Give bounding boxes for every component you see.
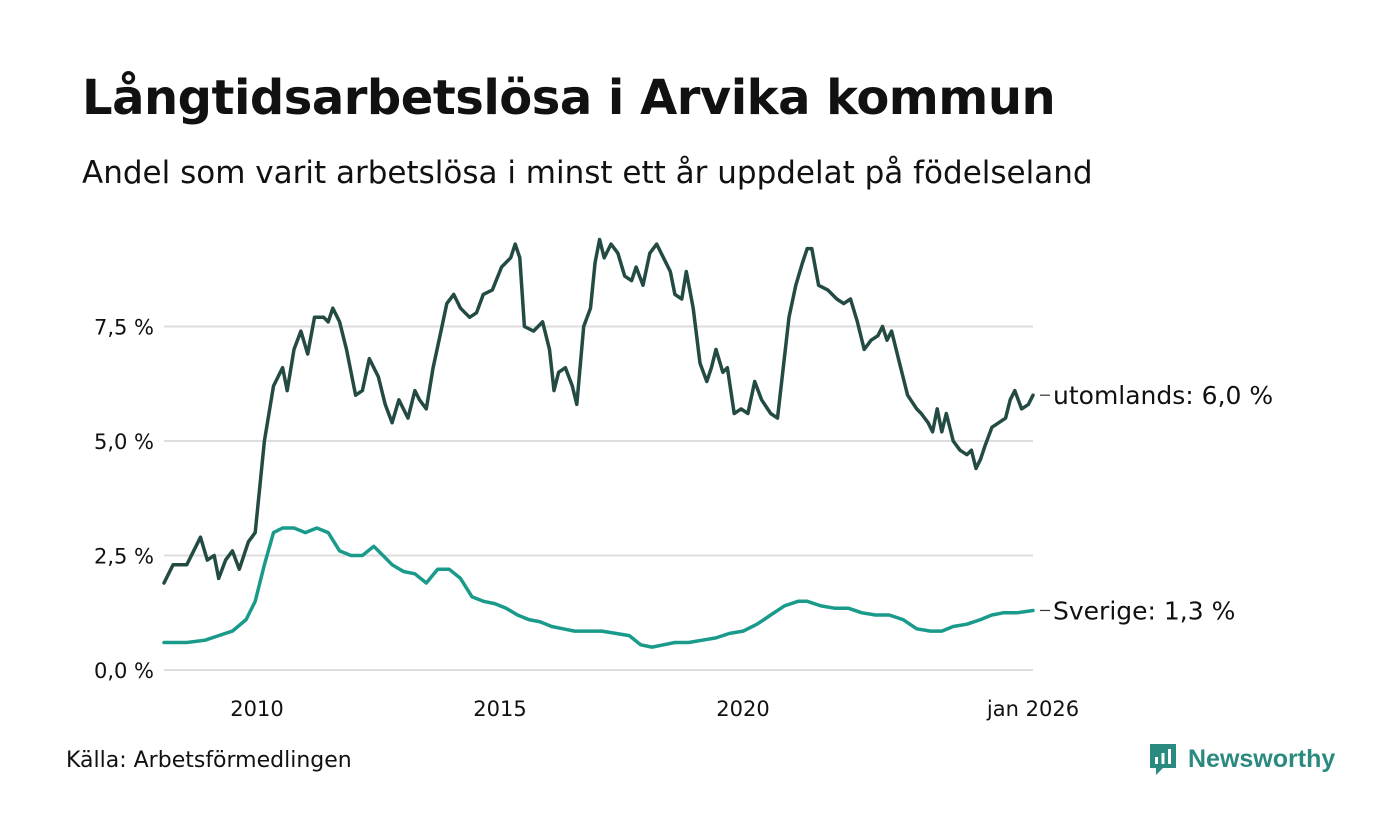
y-tick-label: 0,0 % xyxy=(94,659,154,683)
y-tick-label: 2,5 % xyxy=(94,545,154,569)
brand-name: Newsworthy xyxy=(1188,744,1336,773)
source-note: Källa: Arbetsförmedlingen xyxy=(66,748,352,773)
end-label-utomlands: utomlands: 6,0 % xyxy=(1053,381,1273,410)
chart-subtitle: Andel som varit arbetslösa i minst ett å… xyxy=(82,155,1093,191)
x-tick-label: jan 2026 xyxy=(986,697,1079,721)
series-lines xyxy=(162,237,1035,649)
y-axis-tick-labels: 0,0 % 2,5 % 5,0 % 7,5 % xyxy=(94,316,154,684)
series-line-utomlands xyxy=(162,237,1035,585)
x-tick-label: 2015 xyxy=(473,697,526,721)
x-axis-tick-labels: 2010 2015 2020 jan 2026 xyxy=(230,697,1079,721)
x-tick-label: 2020 xyxy=(716,697,769,721)
series-line-sverige xyxy=(162,526,1035,649)
x-tick-label: 2010 xyxy=(230,697,283,721)
chart-title: Långtidsarbetslösa i Arvika kommun xyxy=(82,70,1056,126)
y-tick-label: 5,0 % xyxy=(94,430,154,454)
brand-logo[interactable]: Newsworthy xyxy=(1148,742,1335,776)
gridlines xyxy=(164,325,1033,671)
y-tick-label: 7,5 % xyxy=(94,316,154,340)
newsworthy-logo-icon xyxy=(1150,744,1176,775)
series-end-labels: utomlands: 6,0 % Sverige: 1,3 % xyxy=(1040,381,1273,625)
end-label-sverige: Sverige: 1,3 % xyxy=(1053,596,1235,625)
